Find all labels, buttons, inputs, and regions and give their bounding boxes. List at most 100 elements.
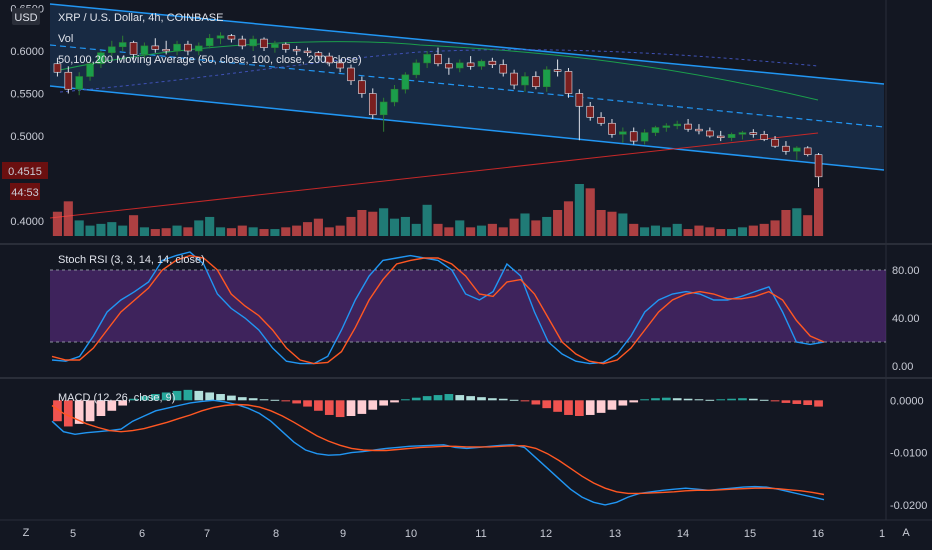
macd-histogram-bar [607, 400, 617, 410]
candle-body [553, 69, 562, 72]
volume-bar [150, 229, 160, 236]
volume-bar [139, 227, 149, 236]
volume-bar [498, 227, 508, 236]
candle-body [205, 37, 214, 47]
candle-body [499, 64, 508, 74]
candle-body [86, 63, 94, 77]
zoom-icon[interactable]: Z [23, 527, 30, 539]
last-price-badge: 0.4515 [8, 166, 42, 178]
stoch-label[interactable]: Stoch RSI (3, 3, 14, 14, close) [58, 254, 205, 266]
macd-histogram-bar [107, 400, 117, 411]
auto-scale-icon[interactable]: A [902, 527, 910, 539]
time-tick-label: 7 [204, 528, 210, 540]
candle-body [314, 52, 323, 57]
price-tick-label: 0.4000 [10, 216, 44, 228]
channel-lower-line[interactable] [49, 85, 885, 171]
candle-body [151, 45, 160, 50]
candle-body [64, 71, 73, 90]
candle-body [455, 62, 464, 69]
time-axis: 5 6 7 8 9 10 11 12 13 14 15 16 1 [70, 528, 885, 540]
vol-label[interactable]: Vol [58, 33, 73, 45]
volume-bar [542, 216, 552, 236]
volume-bar [237, 225, 247, 236]
candle-body [390, 88, 399, 103]
macd-histogram-bar [553, 400, 562, 412]
volume-bar [694, 225, 704, 236]
macd-histogram-bar [531, 400, 541, 405]
volume-bar [661, 227, 671, 236]
candle-body [706, 130, 714, 137]
candle-body [118, 42, 127, 48]
volume-bar [335, 225, 345, 236]
volume-bar [302, 222, 313, 236]
macd-histogram-bar [237, 397, 247, 401]
volume-bar [161, 228, 171, 236]
macd-histogram-bar [618, 400, 628, 406]
macd-histogram-bar [118, 400, 128, 406]
stoch-lines [51, 251, 825, 365]
macd-histogram-bar [433, 395, 443, 401]
candle-body [760, 134, 768, 140]
currency-button[interactable] [12, 8, 40, 25]
ma-label[interactable]: 50,100,200 Moving Average (50, close, 10… [58, 54, 362, 66]
volume-bar [618, 213, 628, 236]
macd-histogram-bar [194, 390, 204, 401]
volume-bar [194, 220, 204, 236]
candle-body [303, 50, 312, 54]
macd-histogram-bar [411, 397, 421, 401]
candle-body [716, 135, 725, 138]
volume-bar [85, 225, 95, 236]
macd-histogram-bar [161, 392, 171, 401]
macd-histogram-bar [259, 399, 269, 401]
volume-bar [281, 227, 291, 236]
volume-bar [531, 220, 541, 236]
stoch-tick-label: 40.00 [892, 313, 920, 325]
volume-bar [128, 215, 139, 236]
macd-histogram-bar [150, 394, 160, 401]
price-tick-label: 0.6000 [10, 46, 44, 58]
volume-bar [650, 225, 661, 236]
volume-bar [389, 218, 400, 236]
stoch-tick-label: 80.00 [892, 265, 920, 277]
candle-body [488, 60, 497, 65]
volume-bar [487, 223, 497, 236]
volume-bar [563, 201, 574, 236]
macd-histogram-bar [564, 400, 573, 415]
macd-histogram-bar [303, 400, 312, 407]
channel-upper-line[interactable] [49, 3, 885, 85]
candle-body [575, 93, 584, 107]
macd-histogram-bar [455, 395, 465, 401]
volume-bar [172, 225, 182, 236]
candle-body [249, 38, 257, 47]
macd-histogram-bar [488, 398, 497, 401]
candle-body [749, 132, 758, 135]
candle-body [608, 122, 616, 135]
candle-body [216, 35, 225, 39]
volume-bar [781, 210, 791, 236]
macd-histogram-bar [683, 398, 693, 401]
symbol-title[interactable]: XRP / U.S. Dollar, 4h, COINBASE [58, 12, 223, 24]
price-tick-label: 0.5000 [10, 131, 44, 143]
macd-tick-label: -0.0200 [890, 500, 927, 512]
macd-histogram-bar [205, 392, 215, 401]
time-tick-label: 1 [879, 528, 885, 540]
volume-bar [422, 204, 432, 236]
macd-line [51, 399, 825, 506]
macd-histogram-bar [357, 400, 367, 414]
candle-body [803, 147, 812, 155]
macd-label[interactable]: MACD (12, 26, close, 9) [58, 392, 175, 404]
candle-body [782, 145, 790, 152]
volume-bar [400, 216, 410, 236]
macd-histogram-bar [585, 400, 595, 415]
candle-body [673, 123, 681, 127]
macd-pane [51, 389, 825, 506]
macd-histogram-bar [444, 394, 454, 401]
volume-bar [292, 225, 302, 236]
volume-bar [770, 220, 780, 236]
volume-bar [324, 227, 334, 236]
volume-bar [466, 227, 476, 236]
volume-bar [813, 188, 824, 236]
macd-histogram-bar [129, 398, 138, 401]
candle-body [271, 43, 279, 48]
